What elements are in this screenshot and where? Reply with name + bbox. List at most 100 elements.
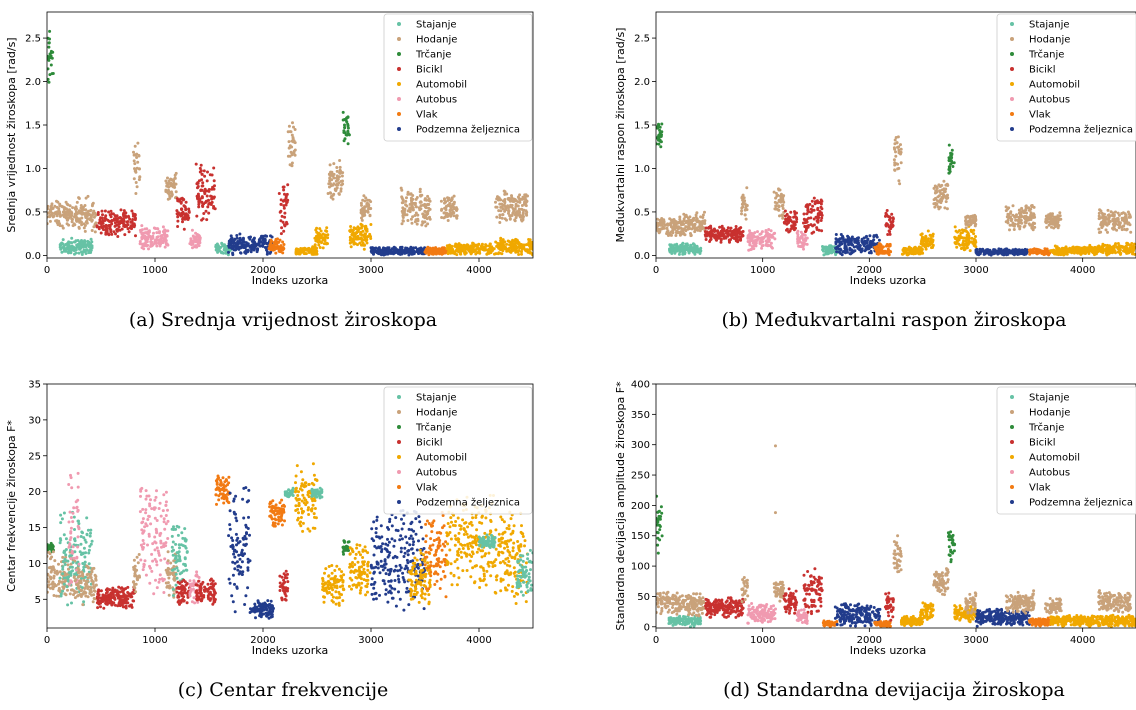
data-point [200,195,204,199]
data-point [204,209,208,213]
data-point [158,244,162,248]
data-point [354,242,357,246]
data-point [503,190,507,194]
data-point [886,247,890,251]
data-point [765,240,769,244]
data-point [120,227,124,231]
data-point [967,234,971,238]
data-point [795,217,799,221]
data-point [837,250,841,254]
data-point [103,209,107,213]
data-point [115,227,119,231]
legend-marker [397,127,401,131]
data-point [799,235,803,239]
data-point [186,218,190,221]
data-point [317,243,321,247]
data-point [899,143,902,147]
data-point [456,243,460,247]
data-point [274,251,278,255]
data-point [1056,226,1060,230]
data-point [328,163,332,167]
data-point [660,130,664,134]
data-point [176,225,180,228]
data-point [1037,249,1041,253]
data-point [703,210,706,214]
data-point [111,212,115,216]
data-point [1003,250,1007,254]
data-point [976,250,980,254]
data-point [1058,211,1062,215]
data-point [346,129,350,133]
data-point [424,224,428,228]
data-point [185,212,188,216]
data-point [435,252,438,256]
data-point [496,252,500,256]
data-point [777,187,780,191]
data-point [136,141,140,145]
data-point [307,251,311,254]
data-point [77,225,81,229]
data-point [288,144,292,148]
data-point [234,242,238,245]
data-point [277,245,281,249]
data-point [420,247,424,251]
data-point [848,252,852,256]
data-point [63,210,67,214]
data-point [291,121,294,125]
data-point [877,242,881,246]
data-point [311,250,315,254]
data-point [358,241,362,245]
data-point [76,217,80,221]
data-point [699,246,703,250]
data-point [235,234,239,237]
data-point [197,205,201,209]
data-point [683,233,687,237]
data-point [875,235,879,239]
data-point [824,246,828,250]
data-point [482,248,486,252]
data-point [1011,221,1015,225]
data-point [503,192,507,196]
data-point [687,251,691,255]
data-point [94,221,98,225]
data-point [929,234,933,237]
data-point [101,228,105,231]
data-point [819,205,823,209]
data-point [724,231,728,235]
data-point [149,242,153,246]
data-point [86,242,90,246]
data-point [133,169,137,173]
data-point [1031,224,1034,228]
data-point [96,211,100,214]
data-point [149,240,153,244]
data-point [445,247,449,251]
data-point [79,204,83,207]
data-point [164,239,168,243]
data-point [666,223,670,227]
data-point [744,217,748,221]
data-point [531,253,533,257]
data-point [205,218,209,222]
data-point [191,246,194,250]
data-point [79,206,83,210]
data-point [455,209,459,212]
data-point [889,220,893,224]
data-point [200,178,204,182]
data-point [776,193,780,197]
data-point [503,209,507,213]
data-point [324,229,328,233]
data-point [165,233,169,237]
data-point [332,182,336,186]
data-point [947,165,951,169]
data-point [494,200,497,204]
data-point [286,130,290,134]
data-point [498,216,502,220]
data-point [908,246,912,250]
data-point [868,234,872,238]
data-point [973,221,976,225]
data-point [963,228,966,232]
data-point [201,184,205,188]
data-point [370,250,374,254]
data-point [342,139,346,143]
data-point [968,220,972,224]
